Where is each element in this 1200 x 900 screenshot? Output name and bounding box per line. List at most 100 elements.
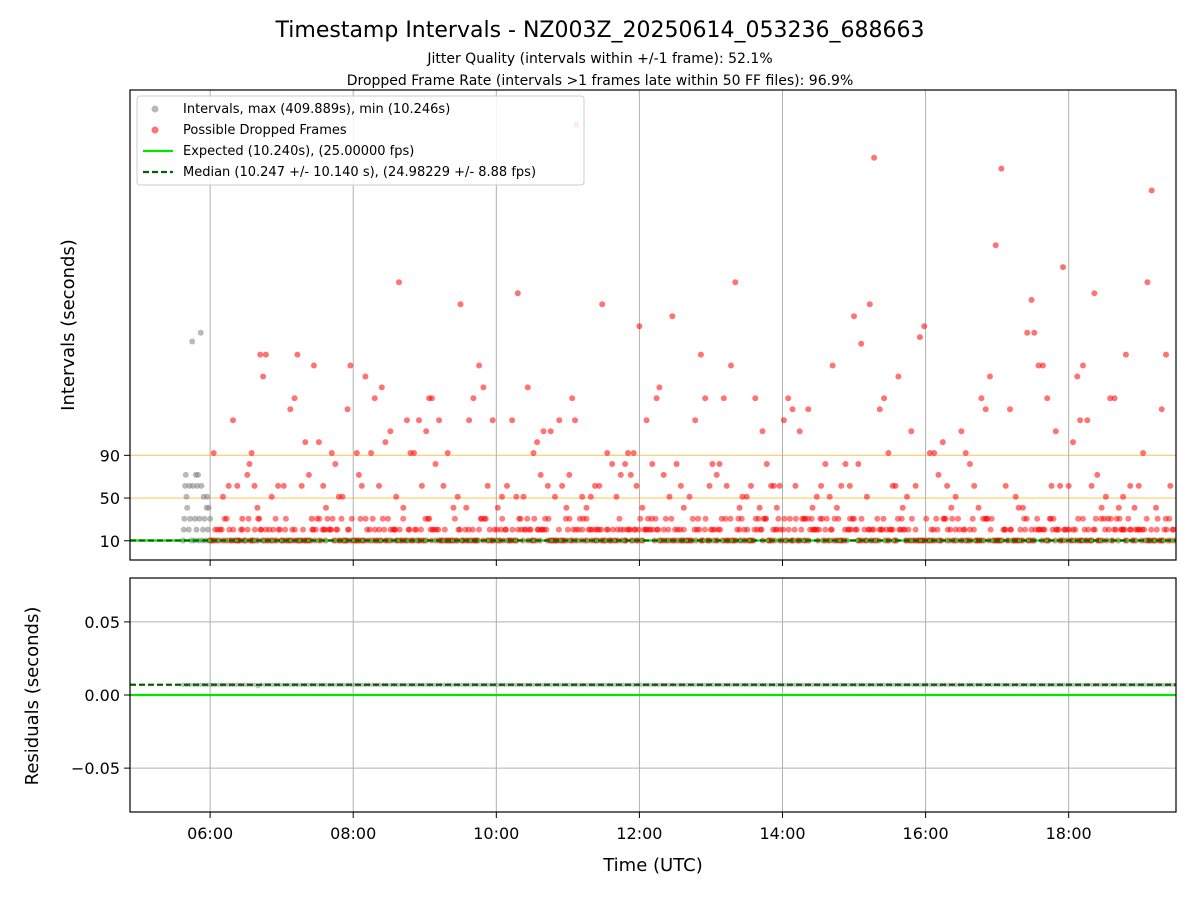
dropped-frame-point	[323, 504, 329, 511]
dropped-frame-point	[921, 323, 928, 330]
dropped-frame-point	[1122, 351, 1129, 358]
dropped-frame-point	[329, 515, 336, 522]
dropped-frame-point	[984, 515, 991, 522]
dropped-frame-point	[583, 504, 590, 511]
dropped-frame-point	[1052, 428, 1059, 435]
dropped-frame-point	[604, 450, 611, 456]
dropped-frame-point	[758, 526, 765, 533]
residual-point	[513, 682, 518, 687]
dropped-frame-point	[579, 526, 586, 533]
dropped-frame-point	[559, 482, 566, 489]
dropped-frame-point	[566, 515, 573, 522]
dropped-frame-point	[428, 395, 435, 402]
residual-point	[810, 682, 815, 687]
dropped-frame-point	[695, 515, 702, 522]
dropped-frame-point	[851, 313, 857, 320]
dropped-frame-point	[376, 482, 382, 489]
dropped-frame-point	[885, 450, 892, 456]
dropped-frame-point	[381, 526, 388, 533]
dropped-frame-point	[653, 395, 660, 402]
dropped-frame-point	[552, 493, 558, 500]
dropped-frame-point	[1107, 515, 1114, 522]
dropped-frame-point	[689, 515, 696, 522]
dropped-frame-point	[1170, 526, 1176, 533]
interval-point	[181, 515, 188, 522]
dropped-frame-point	[1127, 482, 1134, 489]
dropped-frame-point	[905, 526, 912, 533]
interval-point	[190, 482, 196, 489]
dropped-frame-point	[244, 526, 251, 533]
dropped-frame-point	[400, 504, 407, 511]
interval-point	[183, 493, 190, 500]
dropped-frame-point	[450, 504, 457, 511]
dropped-frame-point	[850, 515, 857, 522]
dropped-frame-point	[892, 482, 899, 489]
dropped-frame-point	[1048, 482, 1055, 489]
dropped-frame-point	[987, 373, 993, 380]
dropped-frame-point	[717, 526, 724, 533]
x-tick-label: 12:00	[616, 824, 662, 843]
residuals-reference-lines	[130, 683, 1176, 697]
dropped-frame-point	[260, 373, 267, 380]
dropped-frame-point	[470, 395, 477, 402]
dropped-frame-point	[315, 439, 322, 446]
dropped-frame-point	[1002, 526, 1009, 533]
dropped-frame-point	[287, 406, 294, 413]
dropped-frame-point	[245, 515, 252, 522]
dropped-frame-point	[1075, 515, 1082, 522]
dropped-frame-point	[792, 515, 799, 522]
dropped-frame-point	[587, 493, 594, 500]
legend-marker-dropped	[151, 126, 159, 134]
dropped-frame-point	[251, 526, 258, 533]
dropped-frame-point	[291, 526, 298, 533]
dropped-frame-point	[230, 526, 237, 533]
dropped-frame-point	[310, 362, 317, 369]
dropped-frame-point	[743, 493, 750, 500]
dropped-frame-point	[1070, 439, 1076, 446]
residual-point	[1053, 682, 1059, 687]
dropped-frame-point	[970, 526, 977, 533]
dropped-frame-point	[218, 526, 225, 533]
dropped-frame-point	[916, 334, 923, 341]
dropped-frame-point	[537, 471, 544, 478]
dropped-frame-point	[895, 373, 902, 380]
dropped-frame-point	[436, 417, 443, 424]
dropped-frame-point	[382, 439, 389, 446]
dropped-frame-point	[944, 482, 951, 489]
dropped-frame-point	[282, 515, 289, 522]
dropped-frame-point	[498, 526, 505, 533]
dropped-frame-point	[1102, 493, 1109, 500]
dropped-frame-point	[736, 504, 743, 511]
residuals-y-tick-label: −0.05	[71, 759, 120, 778]
dropped-frame-point	[230, 417, 236, 424]
dropped-frame-point	[513, 493, 520, 500]
residual-point	[477, 682, 483, 687]
dropped-frame-point	[1085, 526, 1092, 533]
dropped-frame-point	[1031, 329, 1038, 336]
dropped-frame-point	[935, 471, 942, 478]
dropped-frame-point	[998, 165, 1005, 172]
dropped-frame-point	[444, 450, 451, 456]
dropped-frame-point	[302, 439, 309, 446]
dropped-frame-point	[633, 482, 640, 489]
dropped-frame-point	[722, 515, 729, 522]
dropped-frame-point	[1144, 279, 1151, 286]
dropped-frame-point	[1135, 482, 1142, 489]
dropped-frame-point	[923, 515, 930, 522]
dropped-frame-point	[613, 493, 620, 500]
residual-point	[864, 682, 869, 687]
dropped-frame-point	[358, 482, 365, 489]
dropped-frame-point	[355, 471, 362, 478]
dropped-frame-point	[732, 279, 739, 286]
dropped-frame-point	[476, 526, 482, 533]
dropped-frame-point	[262, 351, 269, 358]
dropped-frame-point	[566, 471, 573, 478]
dropped-frame-point	[955, 515, 961, 522]
dropped-frame-point	[1012, 493, 1019, 500]
dropped-frame-point	[225, 482, 232, 489]
dropped-frame-point	[569, 395, 576, 402]
dropped-frame-point	[270, 526, 277, 533]
dropped-frame-point	[347, 362, 354, 369]
dropped-frame-point	[829, 362, 836, 369]
dropped-frame-point	[1072, 526, 1079, 533]
